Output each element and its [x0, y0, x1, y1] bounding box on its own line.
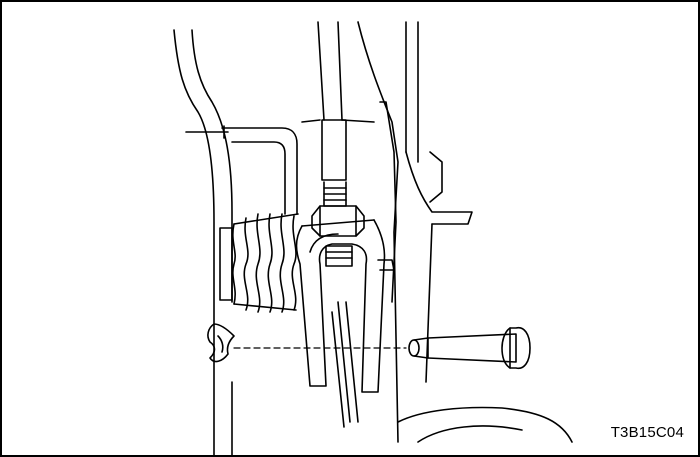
clevis-pin-icon: [408, 326, 531, 370]
retaining-clip-icon: [207, 323, 235, 363]
body-panel-icon: [173, 29, 233, 455]
shift-rod-icon: [317, 21, 359, 428]
right-structure-icon: [301, 21, 573, 443]
figure-code-label: T3B15C04: [610, 424, 684, 441]
clevis-yoke-icon: [295, 219, 395, 393]
bellows-boot-icon: [219, 213, 299, 313]
lever-bracket-icon: [221, 127, 298, 215]
